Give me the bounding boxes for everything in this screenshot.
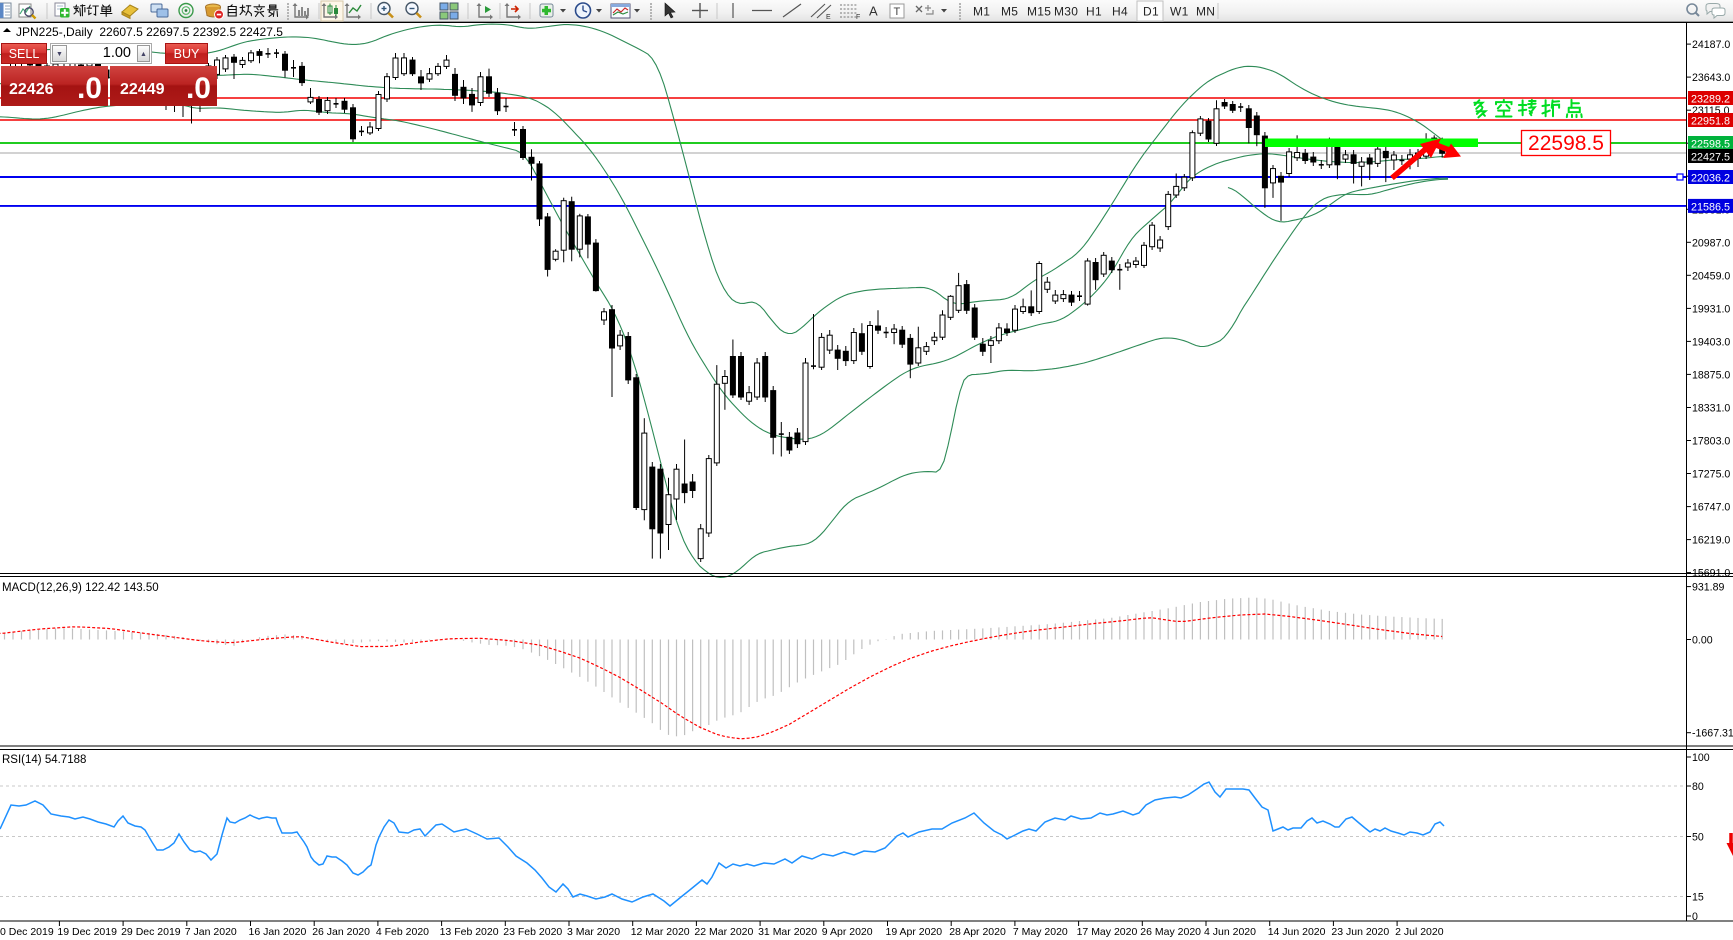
svg-text:22 Mar 2020: 22 Mar 2020 — [694, 926, 753, 938]
svg-text:13 Feb 2020: 13 Feb 2020 — [440, 926, 499, 938]
svg-text:3 Mar 2020: 3 Mar 2020 — [567, 926, 620, 938]
svg-text:26 May 2020: 26 May 2020 — [1140, 926, 1201, 938]
svg-text:22598.5: 22598.5 — [1691, 139, 1730, 151]
svg-text:31 Mar 2020: 31 Mar 2020 — [758, 926, 817, 938]
svg-text:24187.0: 24187.0 — [1692, 39, 1730, 51]
svg-text:0 Dec 2019: 0 Dec 2019 — [0, 926, 54, 938]
svg-text:RSI(14) 54.7188: RSI(14) 54.7188 — [2, 754, 86, 766]
svg-text:MACD(12,26,9) 122.42 143.50: MACD(12,26,9) 122.42 143.50 — [2, 582, 159, 594]
svg-text:17275.0: 17275.0 — [1692, 469, 1730, 481]
svg-text:18875.0: 18875.0 — [1692, 369, 1730, 381]
svg-text:M15: M15 — [1027, 5, 1051, 19]
svg-text:22036.2: 22036.2 — [1691, 173, 1730, 185]
svg-text:22598.5: 22598.5 — [1528, 132, 1604, 155]
svg-text:22951.8: 22951.8 — [1691, 116, 1730, 128]
svg-text:26 Jan 2020: 26 Jan 2020 — [312, 926, 370, 938]
svg-text:16747.0: 16747.0 — [1692, 502, 1730, 514]
svg-text:JPN225-,Daily 22607.5 22697.5: JPN225-,Daily 22607.5 22697.5 22392.5 22… — [16, 25, 283, 39]
svg-text:23289.2: 23289.2 — [1691, 94, 1730, 106]
svg-text:M5: M5 — [1001, 5, 1018, 19]
svg-text:19931.0: 19931.0 — [1692, 303, 1730, 315]
svg-text:H1: H1 — [1086, 5, 1102, 19]
svg-text:W1: W1 — [1170, 5, 1189, 19]
svg-text:E: E — [826, 14, 831, 21]
svg-text:9 Apr 2020: 9 Apr 2020 — [822, 926, 873, 938]
svg-text:0: 0 — [1692, 911, 1698, 923]
svg-text:12 Mar 2020: 12 Mar 2020 — [631, 926, 690, 938]
svg-text:21586.5: 21586.5 — [1691, 201, 1730, 213]
svg-text:50: 50 — [1692, 832, 1704, 844]
svg-text:19403.0: 19403.0 — [1692, 336, 1730, 348]
svg-text:A: A — [869, 4, 878, 19]
svg-text:F: F — [856, 14, 860, 21]
svg-text:D1: D1 — [1143, 5, 1159, 19]
svg-text:16219.0: 16219.0 — [1692, 535, 1730, 547]
svg-text:T: T — [894, 6, 901, 18]
svg-text:2 Jul 2020: 2 Jul 2020 — [1395, 926, 1444, 938]
svg-text:931.89: 931.89 — [1692, 582, 1725, 594]
svg-text:7 May 2020: 7 May 2020 — [1013, 926, 1068, 938]
svg-text:29 Dec 2019: 29 Dec 2019 — [121, 926, 181, 938]
svg-text:MN: MN — [1196, 5, 1215, 19]
svg-text:4 Feb 2020: 4 Feb 2020 — [376, 926, 429, 938]
svg-text:-1667.31: -1667.31 — [1692, 728, 1733, 740]
svg-text:19 Apr 2020: 19 Apr 2020 — [886, 926, 943, 938]
svg-text:100: 100 — [1692, 752, 1710, 764]
svg-text:22427.5: 22427.5 — [1691, 152, 1730, 164]
svg-text:M1: M1 — [973, 5, 990, 19]
svg-text:15: 15 — [1692, 892, 1704, 904]
svg-text:20987.0: 20987.0 — [1692, 237, 1730, 249]
svg-text:7 Jan 2020: 7 Jan 2020 — [185, 926, 237, 938]
svg-text:0.00: 0.00 — [1692, 635, 1713, 647]
svg-text:18331.0: 18331.0 — [1692, 403, 1730, 415]
svg-text:16 Jan 2020: 16 Jan 2020 — [249, 926, 307, 938]
svg-text:4 Jun 2020: 4 Jun 2020 — [1204, 926, 1256, 938]
svg-text:23 Feb 2020: 23 Feb 2020 — [503, 926, 562, 938]
svg-text:H4: H4 — [1112, 5, 1128, 19]
svg-text:M30: M30 — [1054, 5, 1078, 19]
svg-text:19 Dec 2019: 19 Dec 2019 — [57, 926, 117, 938]
svg-text:17 May 2020: 17 May 2020 — [1077, 926, 1138, 938]
svg-text:17803.0: 17803.0 — [1692, 436, 1730, 448]
svg-text:23 Jun 2020: 23 Jun 2020 — [1331, 926, 1389, 938]
svg-text:23643.0: 23643.0 — [1692, 72, 1730, 84]
svg-text:20459.0: 20459.0 — [1692, 270, 1730, 282]
svg-text:28 Apr 2020: 28 Apr 2020 — [949, 926, 1006, 938]
svg-text:80: 80 — [1692, 781, 1704, 793]
svg-text:15691.0: 15691.0 — [1692, 568, 1730, 580]
svg-text:14 Jun 2020: 14 Jun 2020 — [1268, 926, 1326, 938]
